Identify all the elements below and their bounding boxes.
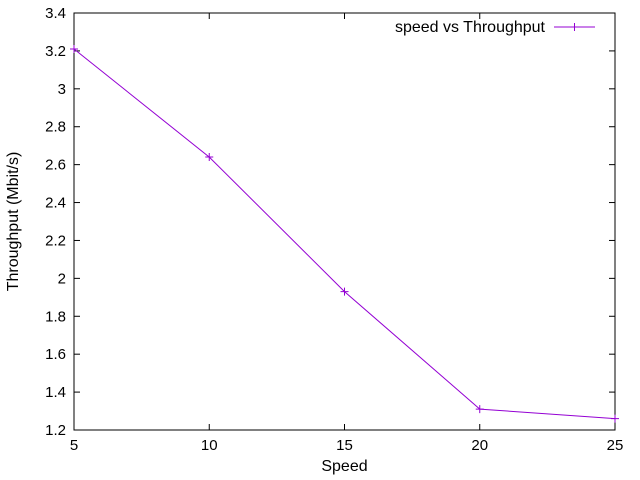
y-tick-label: 2.4 [45,195,66,212]
y-tick-label: 1.8 [45,308,66,325]
x-tick-label: 10 [201,437,218,454]
y-tick-label: 3.4 [45,5,66,22]
series-layer [70,45,619,423]
axis-ticks: 1.2 1.4 1.6 1.8 2 2.2 2.4 2.6 2.8 3 3.2 3.4 5 10 15 20 2… [45,5,623,454]
x-axis-label: Speed [321,458,367,475]
data-point-marker [340,287,349,296]
series-line [73,48,616,420]
y-axis-label: Throughput (Mbit/s) [5,152,22,292]
y-tick-label: 3.2 [45,43,66,60]
y-tick-label: 2.6 [45,157,66,174]
x-tick-label: 25 [607,437,624,454]
y-tick-label: 1.4 [45,384,66,401]
y-tick-label: 2.8 [45,119,66,136]
data-point-marker [205,153,214,162]
legend-label: speed vs Throughput [395,19,546,36]
x-tick-label: 20 [471,437,488,454]
y-tick-label: 1.2 [45,422,66,439]
y-tick-label: 2.2 [45,232,66,249]
legend-point-marker [570,23,579,31]
y-tick-label: 2 [58,270,66,287]
y-tick-label: 3 [58,81,66,98]
x-tick-label: 5 [70,437,78,454]
data-point-marker [475,405,484,414]
y-tick-label: 1.6 [45,346,66,363]
legend: speed vs Throughput [395,19,595,36]
data-point-marker [70,45,78,54]
plot-frame [73,12,616,431]
x-tick-label: 15 [336,437,353,454]
data-point-marker [611,414,619,423]
